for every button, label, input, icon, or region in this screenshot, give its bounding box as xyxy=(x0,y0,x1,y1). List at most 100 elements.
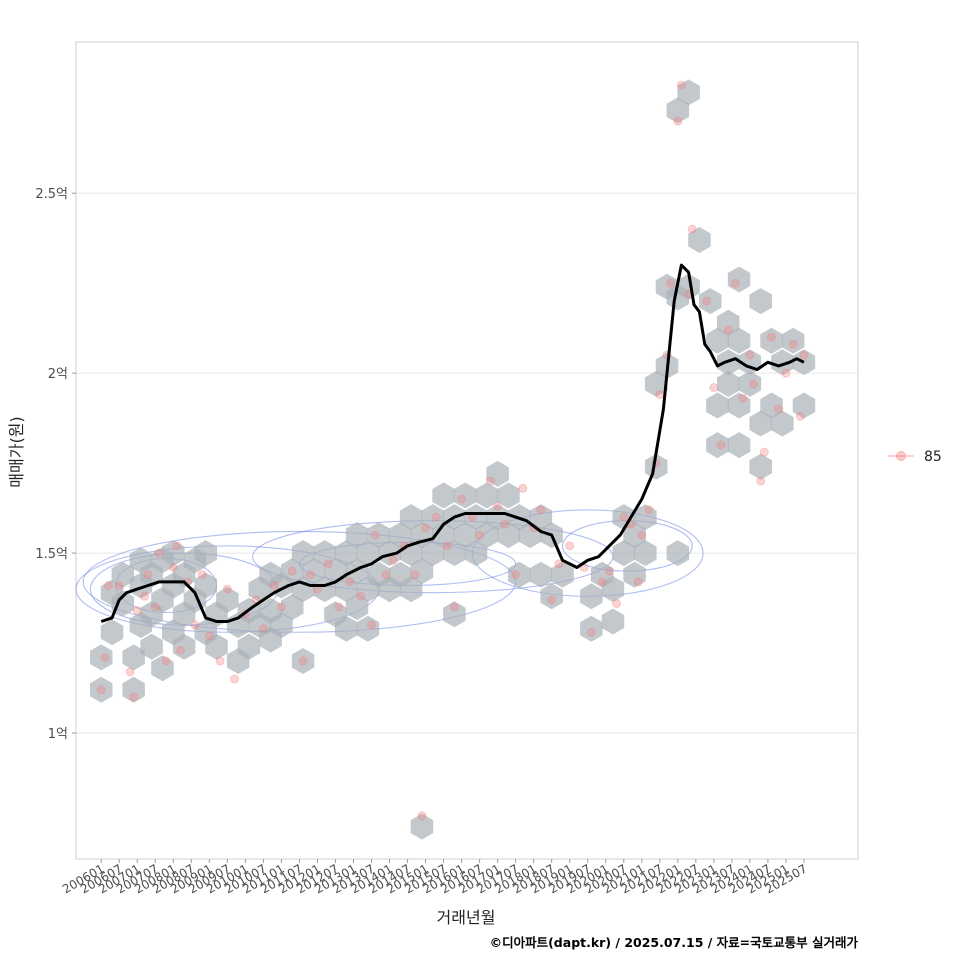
data-point xyxy=(298,656,308,666)
data-point xyxy=(655,390,665,400)
hexbin xyxy=(464,504,488,531)
hexbin xyxy=(345,558,369,585)
hexbin xyxy=(727,327,751,354)
data-point xyxy=(730,278,740,288)
data-point xyxy=(644,505,654,515)
hexbin xyxy=(717,309,740,336)
hexbin xyxy=(529,561,553,588)
data-point xyxy=(421,523,431,533)
hexbin xyxy=(443,540,466,567)
data-point xyxy=(676,80,686,90)
data-point xyxy=(139,591,149,601)
data-point xyxy=(738,393,748,403)
data-point xyxy=(334,602,344,612)
hexbin xyxy=(580,615,603,642)
data-point xyxy=(518,483,528,493)
data-point xyxy=(716,440,726,450)
hexbin xyxy=(378,540,401,567)
hexbin xyxy=(389,522,412,549)
data-point xyxy=(586,627,596,637)
data-point xyxy=(597,577,607,587)
hexbin xyxy=(677,79,700,106)
hexbin xyxy=(421,540,444,567)
data-point xyxy=(788,339,798,349)
hexbin xyxy=(356,615,380,642)
data-point xyxy=(767,332,777,342)
data-point xyxy=(367,620,377,630)
y-tick-label: 2.5억 xyxy=(35,187,68,202)
data-point xyxy=(370,530,380,540)
data-point xyxy=(702,296,712,306)
hexbin xyxy=(399,504,423,531)
data-point xyxy=(774,404,784,414)
hexbin xyxy=(749,288,772,315)
data-point xyxy=(176,645,186,655)
hexbin xyxy=(453,522,477,549)
hexbin xyxy=(540,583,563,610)
data-point xyxy=(345,577,355,587)
data-point xyxy=(125,667,135,677)
data-point xyxy=(745,350,755,360)
data-point xyxy=(197,570,207,580)
data-point xyxy=(781,368,791,378)
hexbin xyxy=(717,370,740,397)
hexbin xyxy=(771,410,794,437)
hexbin xyxy=(475,482,499,509)
hexbin xyxy=(345,522,369,549)
y-tick-label: 1.5억 xyxy=(35,547,68,562)
hexbin xyxy=(771,349,794,376)
hexbin xyxy=(90,676,113,703)
data-point xyxy=(759,447,769,457)
hexbin xyxy=(706,327,729,354)
data-point xyxy=(709,383,719,393)
hexbin xyxy=(551,561,574,588)
hexbin xyxy=(421,504,444,531)
data-point xyxy=(103,580,113,590)
legend-marker xyxy=(896,451,906,461)
data-point xyxy=(449,602,459,612)
hexbin xyxy=(634,540,657,567)
hexbin xyxy=(727,432,751,459)
data-point xyxy=(457,494,467,504)
hexbin xyxy=(699,288,722,315)
hexbin xyxy=(302,558,326,585)
hexbin xyxy=(100,619,124,646)
hexbin xyxy=(677,273,700,300)
data-point xyxy=(230,674,240,684)
hexbin xyxy=(410,558,434,585)
data-point xyxy=(536,505,546,515)
data-point xyxy=(168,562,178,572)
scatter-points xyxy=(96,80,809,821)
hexbin xyxy=(612,540,635,567)
data-point xyxy=(500,519,510,529)
hexbin xyxy=(623,561,646,588)
data-point xyxy=(161,656,171,666)
hexbin xyxy=(111,590,135,617)
hexbin xyxy=(644,370,668,397)
data-point xyxy=(511,570,521,580)
legend: 85 xyxy=(888,449,942,465)
hexbin xyxy=(194,540,217,567)
hexbin xyxy=(367,522,390,549)
hexbin xyxy=(216,586,239,613)
data-point xyxy=(276,602,286,612)
hexbin xyxy=(623,522,646,549)
hexbin xyxy=(335,615,358,642)
hexbin xyxy=(172,633,196,660)
data-point xyxy=(287,566,297,576)
hexbin xyxy=(475,522,499,549)
hexbin xyxy=(122,644,145,671)
hexbin xyxy=(688,227,711,253)
data-point xyxy=(132,606,142,616)
legend-label: 85 xyxy=(924,449,942,465)
hexbin xyxy=(486,504,509,531)
hexbin xyxy=(237,633,261,660)
hexbin xyxy=(706,432,729,459)
hexbin xyxy=(432,522,455,549)
hexbin xyxy=(781,327,805,354)
hexbin xyxy=(666,540,690,567)
data-point xyxy=(305,570,315,580)
data-point xyxy=(485,476,495,486)
hexbin xyxy=(205,633,228,660)
